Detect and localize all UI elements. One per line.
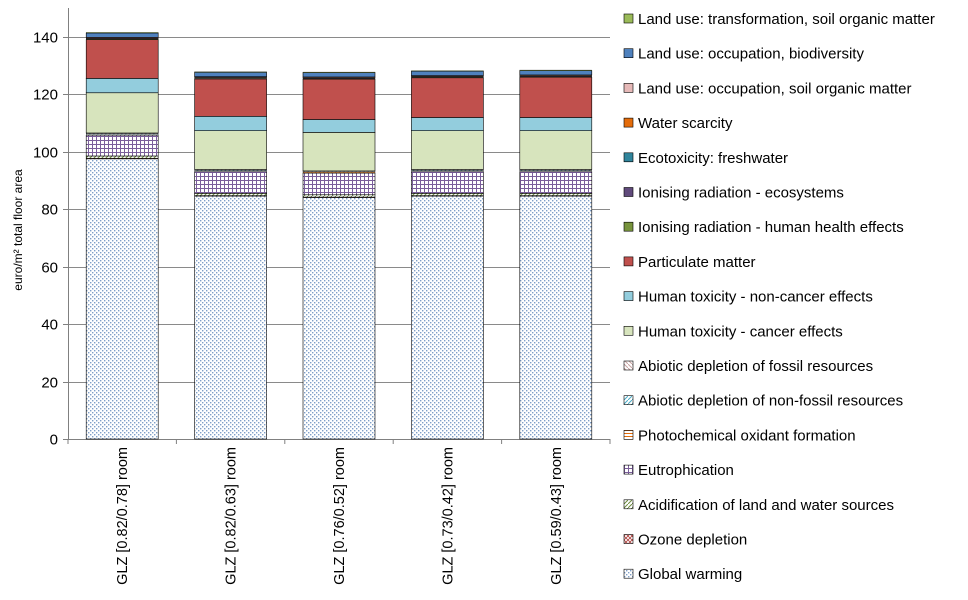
category-label: GLZ [0.82/0.78] room — [115, 447, 131, 585]
legend-swatch — [623, 360, 634, 371]
y-tick-label: 20 — [41, 375, 58, 392]
y-tick-label: 80 — [41, 202, 58, 219]
bar-segment-3 — [411, 171, 484, 194]
legend-swatch — [623, 499, 634, 510]
y-axis-label: euro/m² total floor area — [11, 169, 25, 291]
y-tick-label: 0 — [50, 432, 58, 449]
legend-label: Ozone depletion — [638, 532, 747, 549]
legend-label: Water scarcity — [638, 115, 733, 132]
legend-swatch — [623, 48, 634, 59]
legend-swatch — [623, 187, 634, 197]
bar-segment-7 — [194, 130, 267, 170]
legend-label: Land use: transformation, soil organic m… — [638, 11, 935, 28]
legend-label: Photochemical oxidant formation — [638, 427, 856, 444]
bar-segment-16 — [302, 71, 376, 73]
legend-swatch — [623, 464, 634, 475]
legend-swatch — [623, 152, 634, 163]
bar-segment-8 — [302, 119, 376, 133]
legend-swatch — [623, 221, 634, 232]
legend-label: Acidification of land and water sources — [638, 497, 894, 514]
bar-segment-2 — [519, 193, 593, 196]
bar-segment-8 — [411, 117, 484, 131]
legend-label: Ionising radiation - human health effect… — [638, 219, 904, 236]
bar-segment-0 — [302, 197, 376, 440]
legend-label: Abiotic depletion of non-fossil resource… — [638, 393, 903, 410]
bar-segment-15 — [302, 72, 376, 78]
y-tick-label: 40 — [41, 317, 58, 334]
bar-segment-3 — [85, 134, 159, 157]
legend-swatch — [623, 534, 634, 544]
bar-segment-2 — [411, 193, 484, 196]
axes — [68, 8, 610, 440]
bar-segment-2 — [302, 194, 376, 198]
bar-segment-0 — [519, 195, 593, 440]
bar-segment-15 — [519, 70, 593, 76]
legend-label: Abiotic depletion of fossil resources — [638, 358, 873, 375]
bar-segment-7 — [519, 130, 593, 170]
legend-label: Human toxicity - non-cancer effects — [638, 289, 873, 306]
bar-segment-7 — [85, 92, 159, 134]
legend-swatch — [623, 430, 634, 440]
bar-segment-16 — [194, 71, 267, 73]
legend-label: Particulate matter — [638, 254, 756, 271]
bar-segment-15 — [194, 72, 267, 77]
bar-segment-16 — [519, 69, 592, 71]
bar-segment-3 — [519, 171, 593, 194]
legend-swatch — [623, 13, 634, 24]
y-tick-labels: 0 20 40 60 80 100 120 140 — [33, 30, 68, 449]
bar-segment-0 — [194, 195, 267, 440]
bar-segment-0 — [85, 158, 159, 440]
category-label: GLZ [0.76/0.52] room — [332, 447, 348, 585]
legend-label: Ionising radiation - ecosystems — [638, 185, 844, 202]
y-tick-label: 120 — [33, 87, 58, 104]
category-label: GLZ [0.59/0.43] room — [549, 447, 565, 585]
legend-label: Eutrophication — [638, 462, 734, 479]
legend-swatch — [623, 325, 634, 336]
legend-label: Land use: occupation, soil organic matte… — [638, 80, 912, 97]
bar-segment-8 — [85, 78, 159, 94]
bar-segment-9 — [302, 78, 376, 120]
legend-label: Ecotoxicity: freshwater — [638, 150, 788, 167]
legend-swatch — [623, 256, 634, 267]
bar-segment-7 — [302, 132, 376, 172]
y-tick-label: 140 — [33, 30, 58, 47]
bar-segment-9 — [194, 78, 267, 117]
bar-segment-16 — [411, 70, 484, 72]
legend-swatch — [623, 83, 634, 93]
y-tick-label: 100 — [33, 145, 58, 162]
bar-segment-7 — [411, 130, 484, 170]
category-label: GLZ [0.82/0.63] room — [224, 447, 240, 585]
category-labels: GLZ [0.82/0.78] room GLZ [0.82/0.63] room… — [67, 439, 611, 585]
legend-swatch — [623, 291, 634, 301]
bar-segment-16 — [86, 32, 159, 34]
y-tick-label: 60 — [41, 260, 58, 277]
bar-segment-8 — [194, 116, 267, 131]
legend-label: Global warming — [638, 566, 742, 583]
bar-segment-9 — [411, 77, 484, 118]
legend: Land use: transformation, soil organic m… — [623, 11, 935, 583]
category-label: GLZ [0.73/0.42] room — [440, 447, 456, 585]
legend-swatch — [623, 395, 634, 406]
bar-segment-8 — [519, 117, 593, 131]
legend-swatch — [623, 568, 634, 579]
bar-segment-15 — [411, 70, 484, 76]
legend-swatch — [623, 117, 634, 128]
bars — [85, 32, 593, 440]
bar-segment-2 — [85, 155, 159, 159]
bar-segment-9 — [519, 76, 593, 118]
legend-label: Human toxicity - cancer effects — [638, 323, 843, 340]
bar-segment-3 — [302, 172, 376, 196]
bar-segment-2 — [194, 193, 267, 196]
bar-segment-15 — [85, 32, 159, 38]
bar-segment-3 — [194, 171, 267, 194]
bar-segment-9 — [85, 39, 159, 79]
bar-segment-0 — [411, 195, 484, 440]
legend-label: Land use: occupation, biodiversity — [638, 46, 864, 63]
